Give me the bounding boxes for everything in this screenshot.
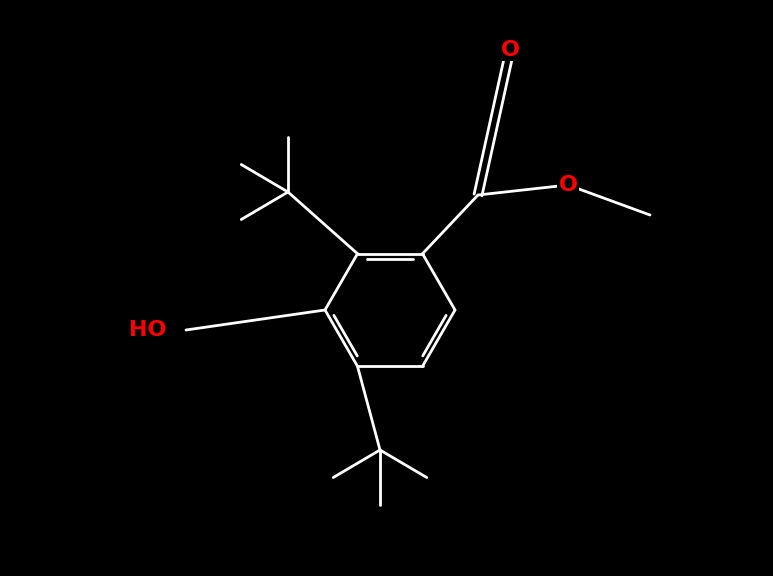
Text: HO: HO (129, 320, 167, 340)
Text: O: O (500, 40, 519, 60)
Text: O: O (559, 175, 577, 195)
